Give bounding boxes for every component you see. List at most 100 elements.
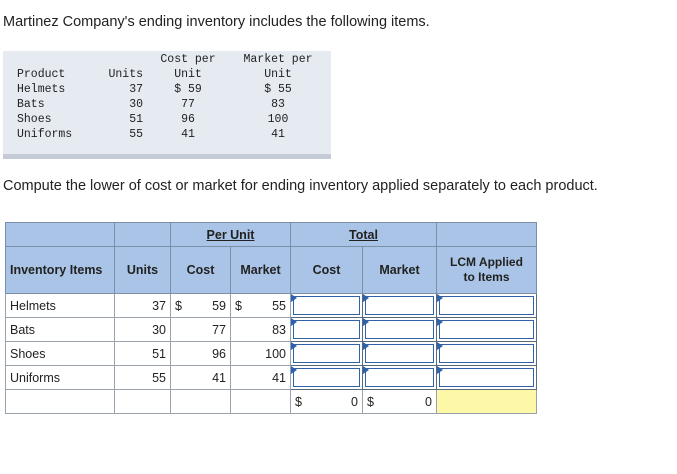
given-product: Uniforms bbox=[17, 128, 73, 141]
total-market-input[interactable] bbox=[362, 341, 437, 366]
col-header-market: Market bbox=[230, 246, 291, 294]
item-units: 30 bbox=[114, 317, 171, 342]
given-units: 55 bbox=[129, 128, 143, 141]
item-market: $55 bbox=[230, 293, 291, 318]
table-row: Uniforms 55 41 41 bbox=[5, 365, 537, 390]
given-market: 41 bbox=[271, 128, 285, 141]
given-units: 37 bbox=[129, 83, 143, 96]
currency-sign: $ bbox=[367, 394, 374, 409]
table-row: Shoes 51 96 100 bbox=[5, 341, 537, 366]
col-header-items: Inventory Items bbox=[5, 246, 115, 294]
table-row: Bats 30 77 83 bbox=[5, 317, 537, 342]
input-flag-icon bbox=[291, 294, 297, 302]
given-row: Bats 30 77 83 bbox=[13, 97, 331, 112]
item-name: Bats bbox=[5, 317, 115, 342]
total-cost-input[interactable] bbox=[290, 341, 363, 366]
item-market: 41 bbox=[230, 365, 291, 390]
given-header-row-1: Cost per Market per bbox=[13, 52, 331, 67]
total-market-sum: $0 bbox=[362, 389, 437, 414]
grid-header-row-columns: Inventory Items Units Cost Market Cost M… bbox=[5, 246, 537, 294]
given-cost: 77 bbox=[181, 98, 195, 111]
total-cost-value: 0 bbox=[351, 394, 358, 409]
given-data-table: Cost per Market per Product Units Unit U… bbox=[13, 52, 331, 142]
item-name: Shoes bbox=[5, 341, 115, 366]
lcm-applied-input[interactable] bbox=[436, 293, 537, 318]
item-units: 55 bbox=[114, 365, 171, 390]
group-per-unit: Per Unit bbox=[170, 222, 291, 247]
totals-row: $0 $0 bbox=[5, 389, 537, 414]
item-cost: 96 bbox=[170, 341, 231, 366]
lcm-applied-input[interactable] bbox=[436, 317, 537, 342]
input-flag-icon bbox=[437, 366, 443, 374]
given-header-product: Product bbox=[17, 68, 66, 81]
grid-header-row-groups: Per Unit Total bbox=[5, 222, 537, 247]
given-row: Uniforms 55 41 41 bbox=[13, 127, 331, 142]
total-market-input[interactable] bbox=[362, 317, 437, 342]
total-cost-input[interactable] bbox=[290, 317, 363, 342]
input-flag-icon bbox=[291, 342, 297, 350]
given-header-market-1: Market per bbox=[243, 53, 313, 66]
given-header-market-2: Unit bbox=[264, 68, 292, 81]
item-cost: $59 bbox=[170, 293, 231, 318]
col-header-total-market: Market bbox=[362, 246, 437, 294]
item-market: 100 bbox=[230, 341, 291, 366]
given-product: Shoes bbox=[17, 113, 52, 126]
item-name: Uniforms bbox=[5, 365, 115, 390]
total-cost-sum: $0 bbox=[290, 389, 363, 414]
input-flag-icon bbox=[291, 318, 297, 326]
input-flag-icon bbox=[437, 294, 443, 302]
given-product: Helmets bbox=[17, 83, 66, 96]
total-cost-input[interactable] bbox=[290, 365, 363, 390]
lcm-total-cell bbox=[436, 389, 537, 414]
item-units: 51 bbox=[114, 341, 171, 366]
given-cost: 41 bbox=[181, 128, 195, 141]
table-row: Helmets 37 $59 $55 bbox=[5, 293, 537, 318]
total-market-input[interactable] bbox=[362, 365, 437, 390]
item-market-value: 55 bbox=[272, 298, 286, 313]
given-header-units: Units bbox=[108, 68, 143, 81]
given-market: $ 55 bbox=[264, 83, 292, 96]
given-data-block: Cost per Market per Product Units Unit U… bbox=[3, 51, 331, 159]
input-flag-icon bbox=[363, 342, 369, 350]
given-row: Helmets 37 $ 59 $ 55 bbox=[13, 82, 331, 97]
item-units: 37 bbox=[114, 293, 171, 318]
col-header-units: Units bbox=[114, 246, 171, 294]
col-header-cost: Cost bbox=[170, 246, 231, 294]
item-cost: 41 bbox=[170, 365, 231, 390]
col-header-lcm: LCM Applied to Items bbox=[436, 246, 537, 294]
input-flag-icon bbox=[363, 294, 369, 302]
given-product: Bats bbox=[17, 98, 45, 111]
input-flag-icon bbox=[291, 366, 297, 374]
given-cost: $ 59 bbox=[174, 83, 202, 96]
currency-sign: $ bbox=[295, 394, 302, 409]
col-header-total-cost: Cost bbox=[290, 246, 363, 294]
total-market-input[interactable] bbox=[362, 293, 437, 318]
item-cost-value: 59 bbox=[212, 298, 226, 313]
given-units: 30 bbox=[129, 98, 143, 111]
item-name: Helmets bbox=[5, 293, 115, 318]
given-market: 83 bbox=[271, 98, 285, 111]
input-flag-icon bbox=[437, 318, 443, 326]
currency-sign: $ bbox=[235, 298, 242, 313]
input-flag-icon bbox=[363, 366, 369, 374]
given-cost: 96 bbox=[181, 113, 195, 126]
given-header-row-2: Product Units Unit Unit bbox=[13, 67, 331, 82]
lcm-applied-input[interactable] bbox=[436, 341, 537, 366]
given-units: 51 bbox=[129, 113, 143, 126]
input-flag-icon bbox=[437, 342, 443, 350]
item-cost: 77 bbox=[170, 317, 231, 342]
given-header-cost-2: Unit bbox=[174, 68, 202, 81]
currency-sign: $ bbox=[175, 298, 182, 313]
given-row: Shoes 51 96 100 bbox=[13, 112, 331, 127]
intro-text: Martinez Company's ending inventory incl… bbox=[3, 14, 430, 30]
total-market-value: 0 bbox=[425, 394, 432, 409]
instruction-text: Compute the lower of cost or market for … bbox=[3, 178, 598, 194]
given-market: 100 bbox=[267, 113, 289, 126]
total-cost-input[interactable] bbox=[290, 293, 363, 318]
item-market: 83 bbox=[230, 317, 291, 342]
group-total: Total bbox=[290, 222, 437, 247]
lcm-answer-grid: Per Unit Total Inventory Items Units Cos… bbox=[5, 222, 537, 414]
lcm-applied-input[interactable] bbox=[436, 365, 537, 390]
input-flag-icon bbox=[363, 318, 369, 326]
given-header-cost-1: Cost per bbox=[160, 53, 216, 66]
